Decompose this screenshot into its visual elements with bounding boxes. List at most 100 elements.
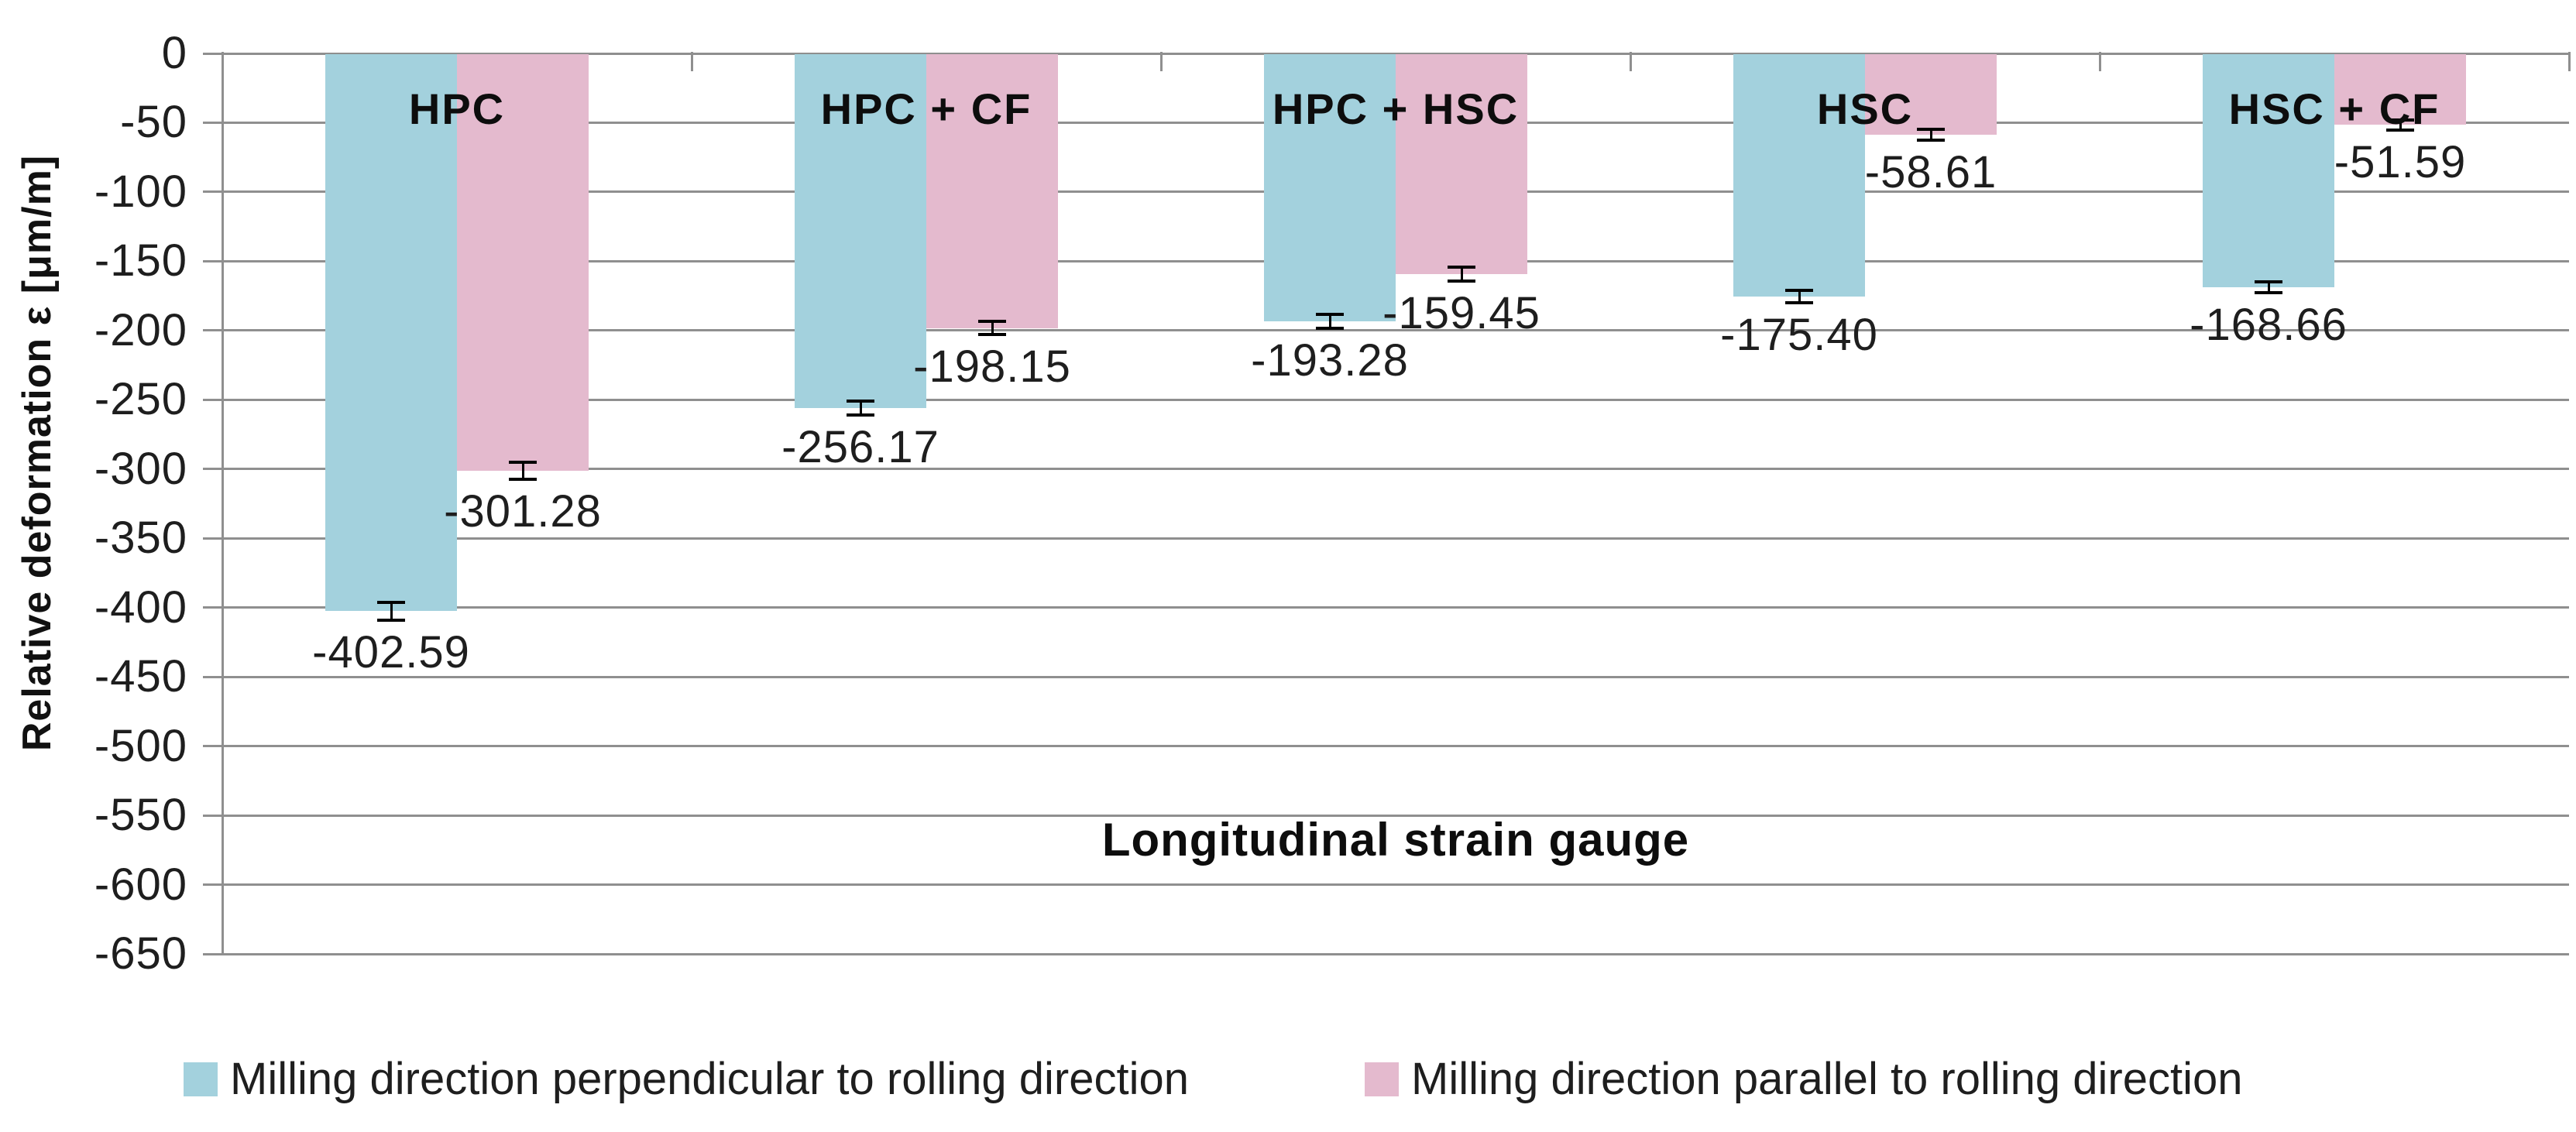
category-boundary-tick bbox=[221, 52, 224, 71]
y-tick-label: -300 bbox=[94, 443, 187, 494]
category-label: HSC bbox=[1816, 84, 1914, 133]
legend-swatch bbox=[1365, 1062, 1399, 1096]
value-label: -175.40 bbox=[1720, 309, 1878, 360]
bar-parallel bbox=[2334, 54, 2466, 125]
y-tick-label: -50 bbox=[120, 97, 187, 148]
legend-item: Milling direction parallel to rolling di… bbox=[1365, 1055, 2243, 1104]
gridline bbox=[222, 468, 2569, 471]
error-bar-cap bbox=[978, 333, 1006, 337]
error-bar-cap bbox=[1917, 127, 1945, 131]
category-label: HPC bbox=[408, 84, 506, 133]
category-boundary-tick bbox=[1629, 52, 1632, 71]
category-boundary-tick bbox=[2567, 52, 2571, 71]
error-bar-cap bbox=[847, 413, 874, 417]
category-boundary-tick bbox=[690, 52, 693, 71]
error-bar bbox=[1460, 267, 1463, 282]
y-axis-tick bbox=[203, 814, 222, 817]
value-label: -193.28 bbox=[1251, 334, 1409, 386]
error-bar-cap bbox=[377, 618, 405, 622]
error-bar bbox=[991, 321, 994, 335]
y-axis-tick bbox=[203, 883, 222, 887]
error-bar-cap bbox=[1917, 139, 1945, 142]
y-axis-tick bbox=[203, 952, 222, 955]
bar-perpendicular bbox=[2203, 54, 2334, 287]
value-label: -198.15 bbox=[913, 341, 1071, 393]
y-tick-label: -250 bbox=[94, 374, 187, 425]
error-bar bbox=[859, 401, 862, 416]
gridline bbox=[222, 745, 2569, 748]
error-bar-cap bbox=[509, 461, 537, 465]
y-axis-tick bbox=[203, 52, 222, 55]
error-bar-cap bbox=[1785, 288, 1813, 292]
error-bar-cap bbox=[2255, 280, 2282, 283]
gridline bbox=[222, 883, 2569, 887]
y-tick-label: -400 bbox=[94, 581, 187, 633]
bar-perpendicular bbox=[325, 54, 457, 612]
y-axis-tick bbox=[203, 121, 222, 124]
inner-plot-label: Longitudinal strain gauge bbox=[1101, 814, 1690, 866]
bar-parallel bbox=[926, 54, 1058, 328]
legend-swatch bbox=[184, 1062, 218, 1096]
legend-label: Milling direction perpendicular to rolli… bbox=[230, 1054, 1189, 1104]
value-label: -301.28 bbox=[444, 485, 602, 537]
y-tick-label: -600 bbox=[94, 859, 187, 910]
gridline bbox=[222, 952, 2569, 955]
y-axis-tick bbox=[203, 329, 222, 332]
y-axis-tick bbox=[203, 537, 222, 540]
value-label: -58.61 bbox=[1864, 147, 1997, 198]
error-bar bbox=[2267, 281, 2270, 293]
value-label: -256.17 bbox=[781, 422, 939, 473]
y-axis-tick bbox=[203, 606, 222, 609]
gridline bbox=[222, 52, 2569, 55]
category-label: HSC + CF bbox=[2228, 84, 2440, 133]
bar-perpendicular bbox=[1264, 54, 1396, 321]
error-bar-cap bbox=[2255, 290, 2282, 294]
y-axis-tick bbox=[203, 398, 222, 401]
value-label: -402.59 bbox=[312, 626, 470, 677]
gridline bbox=[222, 675, 2569, 678]
category-label: HPC + HSC bbox=[1272, 84, 1520, 133]
error-bar-cap bbox=[509, 477, 537, 481]
error-bar bbox=[2399, 120, 2402, 130]
error-bar-cap bbox=[1448, 266, 1475, 269]
y-tick-label: -350 bbox=[94, 513, 187, 564]
category-boundary-tick bbox=[2098, 52, 2101, 71]
error-bar-cap bbox=[847, 400, 874, 403]
y-tick-label: -150 bbox=[94, 235, 187, 286]
error-bar-cap bbox=[377, 600, 405, 604]
gridline bbox=[222, 398, 2569, 401]
error-bar-cap bbox=[1448, 280, 1475, 283]
error-bar-cap bbox=[1316, 326, 1344, 330]
y-axis-tick bbox=[203, 190, 222, 194]
y-axis-tick bbox=[203, 675, 222, 678]
bar-perpendicular bbox=[795, 54, 926, 409]
error-bar bbox=[390, 602, 393, 620]
value-label: -51.59 bbox=[2334, 136, 2467, 187]
y-tick-label: -100 bbox=[94, 166, 187, 217]
y-axis-tick bbox=[203, 745, 222, 748]
category-label: HPC + CF bbox=[820, 84, 1032, 133]
error-bar bbox=[1798, 290, 1801, 303]
y-tick-label: -500 bbox=[94, 720, 187, 771]
legend: Milling direction perpendicular to rolli… bbox=[0, 1055, 2576, 1117]
gridline bbox=[222, 606, 2569, 609]
y-tick-label: -450 bbox=[94, 651, 187, 702]
error-bar-cap bbox=[1316, 312, 1344, 316]
gridline bbox=[222, 814, 2569, 817]
category-boundary-tick bbox=[1159, 52, 1163, 71]
value-label: -159.45 bbox=[1382, 288, 1540, 339]
legend-item: Milling direction perpendicular to rolli… bbox=[184, 1055, 1189, 1104]
bar-perpendicular bbox=[1733, 54, 1865, 297]
plot-area: Longitudinal strain gauge -402.59 -301.28… bbox=[203, 52, 2571, 955]
gridline bbox=[222, 329, 2569, 332]
error-bar-cap bbox=[978, 319, 1006, 323]
bar-parallel bbox=[457, 54, 589, 472]
error-bar bbox=[521, 462, 524, 479]
legend-label: Milling direction parallel to rolling di… bbox=[1411, 1054, 2243, 1104]
y-tick-label: 0 bbox=[161, 28, 187, 78]
bar-parallel bbox=[1865, 54, 1997, 135]
error-bar bbox=[1929, 129, 1932, 141]
y-axis-line bbox=[222, 53, 224, 955]
y-tick-label: -650 bbox=[94, 928, 187, 979]
error-bar-cap bbox=[1785, 300, 1813, 304]
